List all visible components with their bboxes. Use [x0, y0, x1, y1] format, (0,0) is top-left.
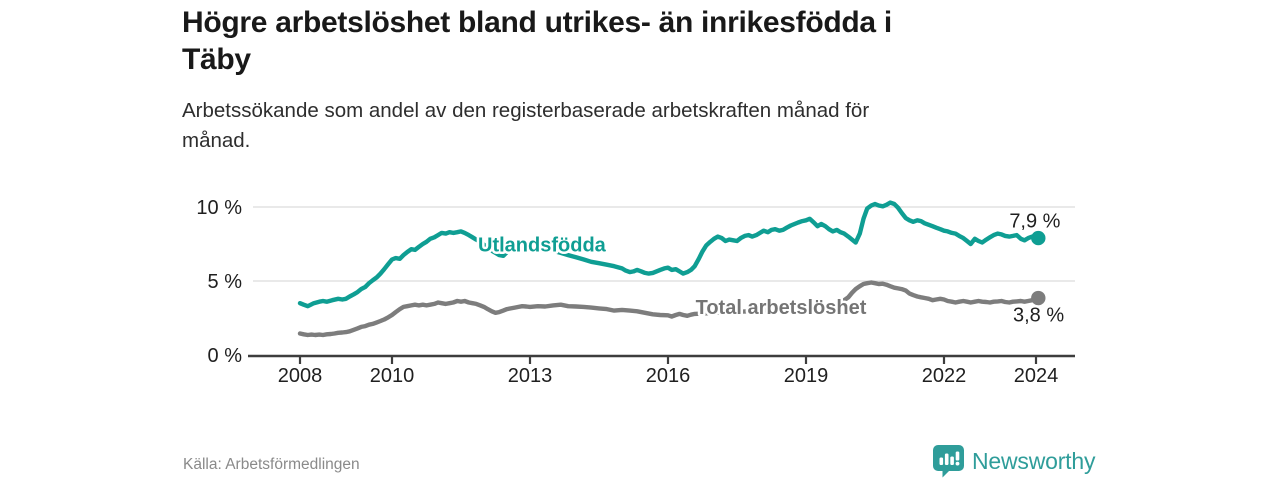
newsworthy-logo-text: Newsworthy: [972, 447, 1096, 474]
annotation-2: 7,9 %: [1009, 210, 1060, 232]
series-line-1: [297, 280, 1041, 338]
series-line-0: [297, 200, 1041, 309]
newsworthy-logo-icon: [933, 445, 964, 478]
x-axis-label-2008: 2008: [278, 365, 323, 387]
chart-labels: 0 % 5 % 10 % 2008 2010 2013 2016 2019 2022 2024 Ut…: [196, 197, 1066, 387]
x-axis-label-2024: 2024: [1014, 365, 1059, 387]
chart-title: Högre arbetslöshet bland utrikes- än inr…: [182, 4, 1122, 78]
newsworthy-logo: Newsworthy: [932, 444, 1095, 478]
logo-bar-3: [950, 456, 954, 465]
series-end-dot-1: [1031, 290, 1046, 306]
gridlines: [253, 206, 1075, 282]
chart-subtitle-line-1: Arbetssökande som andel av den registerb…: [182, 99, 870, 122]
logo-exclamation-bar: [955, 451, 960, 461]
annotation-0: Utlandsfödda: [478, 235, 607, 257]
chart-subtitle-line-2: månad.: [182, 129, 251, 152]
y-axis-label-5pct: 5 %: [208, 271, 243, 293]
logo-bar-2: [944, 453, 949, 465]
y-axis-label-0pct: 0 %: [208, 345, 243, 367]
logo-exclamation-dot: [955, 461, 960, 466]
source-note: Källa: Arbetsförmedlingen: [183, 456, 360, 473]
annotation-1: Total arbetslöshet: [696, 297, 867, 319]
x-axis-label-2010: 2010: [370, 365, 415, 387]
x-axis-label-2016: 2016: [646, 365, 691, 387]
chart-subtitle: Arbetssökande som andel av den registerb…: [182, 96, 1082, 156]
series-end-dot-0: [1031, 230, 1046, 246]
x-axis-label-2022: 2022: [922, 365, 967, 387]
axes: [248, 354, 1075, 364]
y-axis-label-10pct: 10 %: [196, 197, 242, 219]
x-axis-label-2013: 2013: [508, 365, 553, 387]
annotation-3: 3,8 %: [1013, 304, 1064, 326]
chart-title-line-1: Högre arbetslöshet bland utrikes- än inr…: [182, 6, 892, 39]
data-series: [297, 200, 1046, 338]
x-axis-label-2019: 2019: [784, 365, 829, 387]
logo-bar-1: [939, 457, 944, 465]
chart-title-line-2: Täby: [182, 43, 251, 76]
